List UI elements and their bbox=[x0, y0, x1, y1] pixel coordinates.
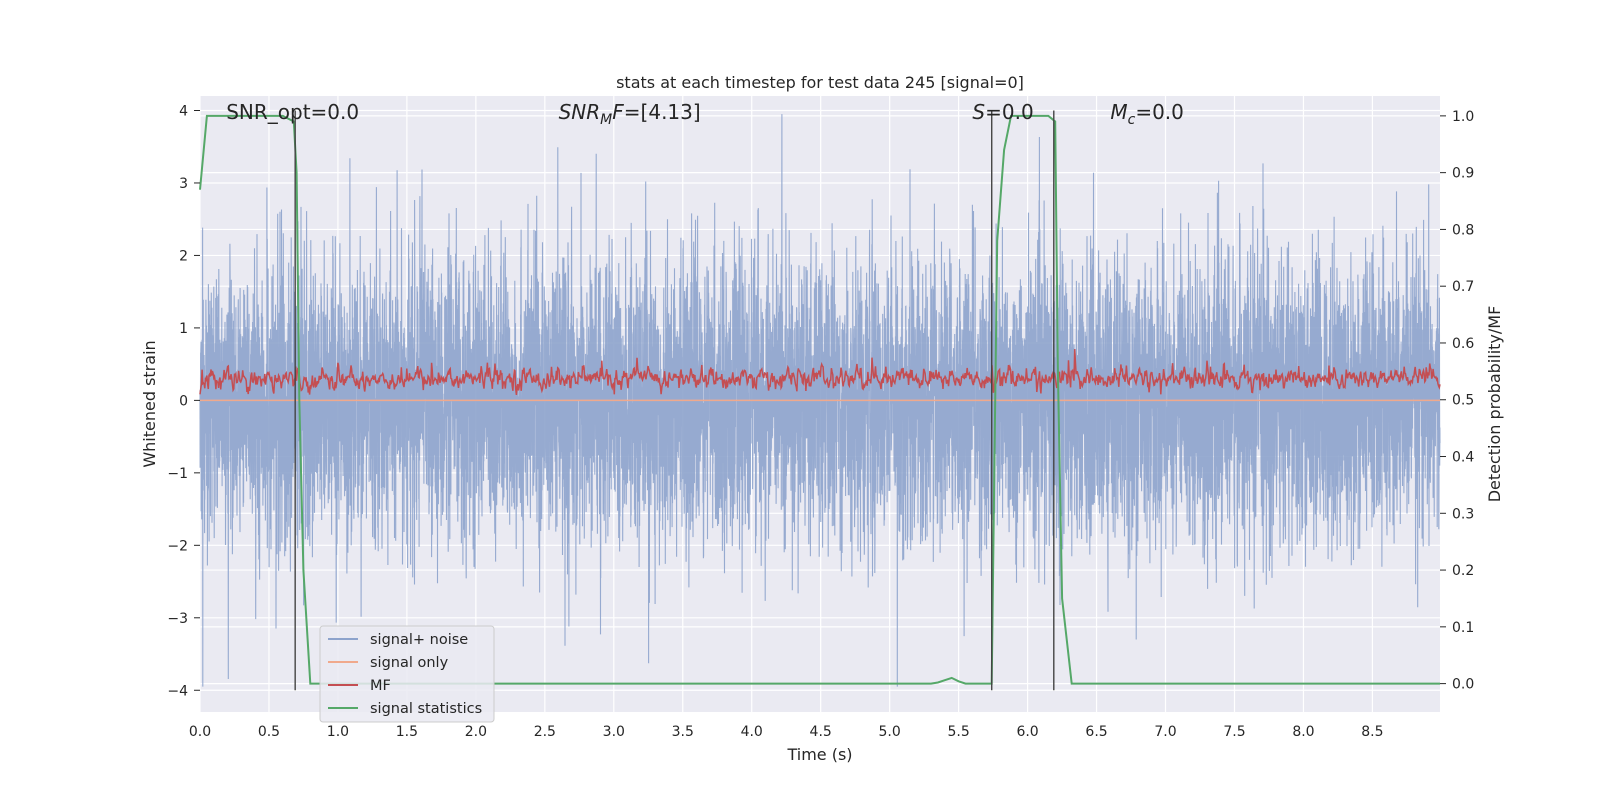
y2-tick-label: 1.0 bbox=[1452, 109, 1474, 125]
x-axis-ticks: 0.0 0.5 1.0 1.5 2.0 2.5 3.0 3.5 4.0 4.5 5.0 5.5 6.0 6… bbox=[189, 724, 1384, 740]
annotation-value: =[4.13] bbox=[624, 100, 701, 124]
annotation-subscript: c bbox=[1128, 112, 1136, 128]
x-tick-label: 5.5 bbox=[947, 724, 969, 740]
x-axis-label: Time (s) bbox=[786, 745, 852, 764]
annotation-symbol-suffix: F bbox=[612, 100, 624, 124]
y2-tick-label: 0.7 bbox=[1452, 279, 1474, 295]
annotation-3: Mc=0.0 bbox=[1110, 100, 1184, 128]
y2-tick-label: 0.3 bbox=[1452, 506, 1474, 522]
x-tick-label: 6.5 bbox=[1085, 724, 1107, 740]
y2-tick-label: 0.9 bbox=[1452, 166, 1474, 182]
y-tick-label: −2 bbox=[167, 538, 188, 554]
annotation-1: SNRMF=[4.13] bbox=[559, 100, 701, 128]
annotation-symbol: M bbox=[1110, 100, 1127, 124]
legend-label-signal-only: signal only bbox=[370, 655, 449, 671]
legend-label-signal-statistics: signal statistics bbox=[370, 701, 482, 717]
y-axis-label: Whitened strain bbox=[140, 340, 159, 467]
y2-tick-label: 0.4 bbox=[1452, 450, 1474, 466]
legend-label-signal-noise: signal+ noise bbox=[370, 632, 468, 648]
annotation-value: =0.0 bbox=[1135, 100, 1184, 124]
y-tick-label: 4 bbox=[179, 103, 188, 119]
y2-tick-label: 0.2 bbox=[1452, 563, 1474, 579]
y-tick-label: 0 bbox=[179, 393, 188, 409]
y-tick-label: −3 bbox=[167, 611, 188, 627]
y2-tick-label: 0.0 bbox=[1452, 677, 1474, 693]
x-tick-label: 0.5 bbox=[258, 724, 280, 740]
x-tick-label: 8.0 bbox=[1292, 724, 1314, 740]
x-tick-label: 1.0 bbox=[327, 724, 349, 740]
x-tick-label: 3.0 bbox=[603, 724, 625, 740]
y-tick-label: −1 bbox=[167, 466, 188, 482]
y2-axis-label: Detection probability/MF bbox=[1485, 306, 1504, 503]
annotation-value: =0.0 bbox=[985, 100, 1034, 124]
x-tick-label: 3.5 bbox=[672, 724, 694, 740]
y2-tick-label: 0.5 bbox=[1452, 393, 1474, 409]
y-tick-label: 1 bbox=[179, 321, 188, 337]
series-signal-noise-line bbox=[199, 114, 1441, 687]
annotation-symbol: S bbox=[972, 100, 985, 124]
annotation-0: SNR_opt=0.0 bbox=[226, 100, 359, 124]
annotations: SNR_opt=0.0 SNRMF=[4.13] S=0.0 Mc=0.0 bbox=[226, 100, 1184, 128]
chart-title: stats at each timestep for test data 245… bbox=[616, 73, 1024, 92]
y-tick-label: 3 bbox=[179, 176, 188, 192]
y2-axis-ticks: 0.0 0.1 0.2 0.3 0.4 0.5 0.6 0.7 0.8 0.9 1.0 bbox=[1440, 109, 1474, 693]
annotation-subscript: M bbox=[600, 112, 612, 128]
series-layer bbox=[199, 114, 1441, 687]
x-tick-label: 4.5 bbox=[810, 724, 832, 740]
series-signal-statistics-line bbox=[199, 114, 1440, 685]
y2-tick-label: 0.6 bbox=[1452, 336, 1474, 352]
legend-box bbox=[319, 625, 495, 723]
x-tick-label: 5.0 bbox=[879, 724, 901, 740]
vertical-lines bbox=[294, 110, 1055, 691]
x-tick-label: 0.0 bbox=[189, 724, 211, 740]
series-mf-line bbox=[199, 349, 1441, 395]
legend-label-mf: MF bbox=[370, 678, 391, 694]
x-tick-label: 8.5 bbox=[1361, 724, 1383, 740]
x-tick-label: 4.0 bbox=[741, 724, 763, 740]
x-tick-label: 1.5 bbox=[396, 724, 418, 740]
y-tick-label: −4 bbox=[167, 683, 188, 699]
legend: signal+ noise signal only MF signal stat… bbox=[319, 625, 495, 723]
x-tick-label: 2.5 bbox=[534, 724, 556, 740]
y2-tick-label: 0.8 bbox=[1452, 222, 1474, 238]
y-tick-label: 2 bbox=[179, 248, 188, 264]
x-tick-label: 7.5 bbox=[1223, 724, 1245, 740]
y2-tick-label: 0.1 bbox=[1452, 620, 1474, 636]
annotation-2: S=0.0 bbox=[972, 100, 1033, 124]
x-tick-label: 6.0 bbox=[1016, 724, 1038, 740]
y-axis-ticks: −4 −3 −2 −1 0 1 2 3 4 bbox=[167, 103, 200, 699]
annotation-symbol: SNR bbox=[559, 100, 601, 124]
x-tick-label: 7.0 bbox=[1154, 724, 1176, 740]
x-tick-label: 2.0 bbox=[465, 724, 487, 740]
